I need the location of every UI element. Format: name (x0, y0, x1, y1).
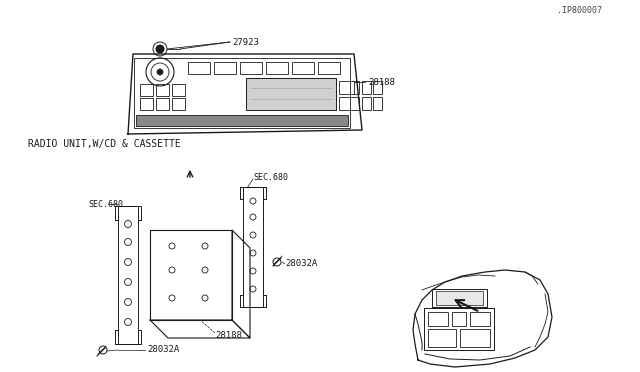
Bar (339, 81, 359, 94)
Text: 28188: 28188 (368, 77, 395, 87)
Bar (460, 329, 490, 347)
Bar (172, 98, 185, 110)
Bar (266, 62, 288, 74)
Text: 28188: 28188 (215, 331, 242, 340)
Bar (318, 62, 340, 74)
Bar (214, 62, 236, 74)
Bar (424, 308, 494, 350)
Bar (428, 312, 448, 326)
Bar (373, 81, 382, 94)
Text: 28032A: 28032A (147, 346, 179, 355)
Bar (156, 98, 169, 110)
Bar (240, 62, 262, 74)
Bar (188, 62, 210, 74)
Bar (432, 289, 487, 307)
Text: 27923: 27923 (232, 38, 259, 46)
Bar (172, 84, 185, 96)
Text: .IP800007: .IP800007 (557, 6, 602, 15)
Bar (428, 329, 456, 347)
Bar (140, 84, 153, 96)
Circle shape (156, 45, 164, 54)
Text: SEC.680: SEC.680 (253, 173, 288, 182)
Text: 28032A: 28032A (285, 260, 317, 269)
Text: SEC.680: SEC.680 (88, 199, 123, 208)
Bar (452, 312, 466, 326)
Bar (140, 98, 153, 110)
Bar (150, 230, 232, 320)
Bar (156, 84, 169, 96)
Bar (362, 81, 371, 94)
Bar (470, 312, 490, 326)
Circle shape (157, 69, 163, 75)
Bar (292, 62, 314, 74)
Bar (373, 97, 382, 110)
Text: RADIO UNIT,W/CD & CASSETTE: RADIO UNIT,W/CD & CASSETTE (28, 139, 180, 149)
Bar (134, 58, 350, 128)
Bar (436, 291, 483, 305)
Bar (136, 115, 348, 126)
Bar (246, 78, 336, 110)
Bar (362, 97, 371, 110)
Bar (339, 97, 359, 110)
